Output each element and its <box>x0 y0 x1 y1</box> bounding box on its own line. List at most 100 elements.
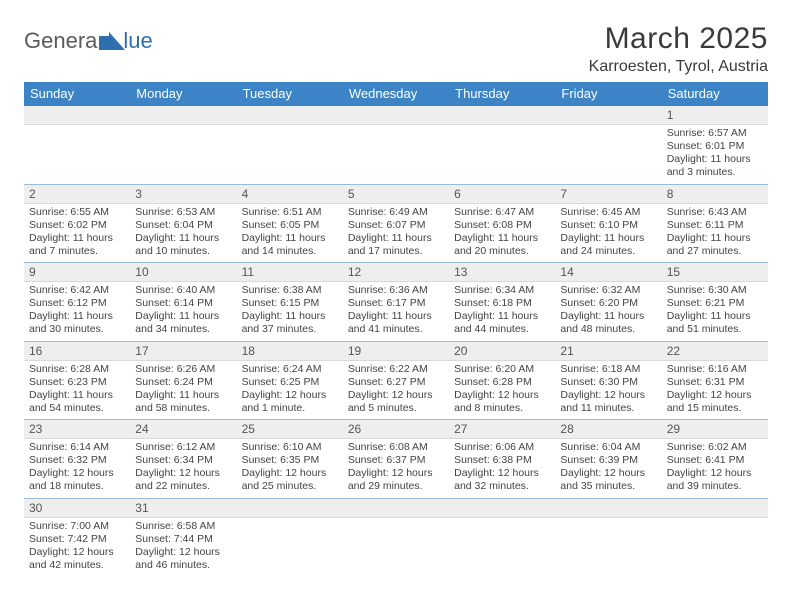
weekday-header: Wednesday <box>343 82 449 106</box>
calendar-day-cell: 2Sunrise: 6:55 AMSunset: 6:02 PMDaylight… <box>24 184 130 263</box>
flag-icon <box>99 32 125 50</box>
sunrise-line: Sunrise: 6:53 AM <box>135 206 231 219</box>
sunset-line: Sunset: 6:18 PM <box>454 297 550 310</box>
sunset-line: Sunset: 6:35 PM <box>242 454 338 467</box>
daylight-line: Daylight: 12 hours and 39 minutes. <box>667 467 763 493</box>
weekday-header: Monday <box>130 82 236 106</box>
sunrise-line: Sunrise: 6:02 AM <box>667 441 763 454</box>
day-number: 27 <box>449 420 555 439</box>
sunset-line: Sunset: 7:42 PM <box>29 533 125 546</box>
day-number: 1 <box>662 106 768 125</box>
day-details: Sunrise: 6:43 AMSunset: 6:11 PMDaylight:… <box>662 204 768 263</box>
day-number: 11 <box>237 263 343 282</box>
sunset-line: Sunset: 6:12 PM <box>29 297 125 310</box>
day-details: Sunrise: 6:08 AMSunset: 6:37 PMDaylight:… <box>343 439 449 498</box>
sunrise-line: Sunrise: 6:26 AM <box>135 363 231 376</box>
daylight-line: Daylight: 11 hours and 7 minutes. <box>29 232 125 258</box>
day-details: Sunrise: 6:12 AMSunset: 6:34 PMDaylight:… <box>130 439 236 498</box>
sunrise-line: Sunrise: 6:40 AM <box>135 284 231 297</box>
day-number <box>130 106 236 125</box>
weekday-header-row: Sunday Monday Tuesday Wednesday Thursday… <box>24 82 768 106</box>
calendar-week-row: 30Sunrise: 7:00 AMSunset: 7:42 PMDayligh… <box>24 498 768 576</box>
calendar-day-cell: 17Sunrise: 6:26 AMSunset: 6:24 PMDayligh… <box>130 341 236 420</box>
day-number <box>662 499 768 518</box>
sunrise-line: Sunrise: 6:20 AM <box>454 363 550 376</box>
daylight-line: Daylight: 12 hours and 29 minutes. <box>348 467 444 493</box>
day-details: Sunrise: 6:30 AMSunset: 6:21 PMDaylight:… <box>662 282 768 341</box>
calendar-day-cell: 8Sunrise: 6:43 AMSunset: 6:11 PMDaylight… <box>662 184 768 263</box>
calendar-day-cell: 1Sunrise: 6:57 AMSunset: 6:01 PMDaylight… <box>662 106 768 184</box>
sunset-line: Sunset: 6:15 PM <box>242 297 338 310</box>
sunrise-line: Sunrise: 6:38 AM <box>242 284 338 297</box>
calendar-day-cell <box>343 106 449 184</box>
sunrise-line: Sunrise: 6:42 AM <box>29 284 125 297</box>
day-number: 31 <box>130 499 236 518</box>
day-number: 20 <box>449 342 555 361</box>
calendar-day-cell: 26Sunrise: 6:08 AMSunset: 6:37 PMDayligh… <box>343 420 449 499</box>
calendar-day-cell <box>555 498 661 576</box>
day-details: Sunrise: 6:36 AMSunset: 6:17 PMDaylight:… <box>343 282 449 341</box>
sunrise-line: Sunrise: 6:04 AM <box>560 441 656 454</box>
day-number: 25 <box>237 420 343 439</box>
calendar-day-cell: 19Sunrise: 6:22 AMSunset: 6:27 PMDayligh… <box>343 341 449 420</box>
daylight-line: Daylight: 11 hours and 17 minutes. <box>348 232 444 258</box>
sunrise-line: Sunrise: 6:06 AM <box>454 441 550 454</box>
daylight-line: Daylight: 12 hours and 46 minutes. <box>135 546 231 572</box>
day-number: 19 <box>343 342 449 361</box>
day-number: 26 <box>343 420 449 439</box>
sunset-line: Sunset: 6:11 PM <box>667 219 763 232</box>
day-number: 3 <box>130 185 236 204</box>
day-details: Sunrise: 6:38 AMSunset: 6:15 PMDaylight:… <box>237 282 343 341</box>
daylight-line: Daylight: 12 hours and 8 minutes. <box>454 389 550 415</box>
day-details: Sunrise: 6:34 AMSunset: 6:18 PMDaylight:… <box>449 282 555 341</box>
calendar-day-cell: 14Sunrise: 6:32 AMSunset: 6:20 PMDayligh… <box>555 263 661 342</box>
daylight-line: Daylight: 11 hours and 51 minutes. <box>667 310 763 336</box>
day-details: Sunrise: 6:16 AMSunset: 6:31 PMDaylight:… <box>662 361 768 420</box>
calendar-day-cell: 21Sunrise: 6:18 AMSunset: 6:30 PMDayligh… <box>555 341 661 420</box>
sunset-line: Sunset: 6:34 PM <box>135 454 231 467</box>
calendar-day-cell: 28Sunrise: 6:04 AMSunset: 6:39 PMDayligh… <box>555 420 661 499</box>
brand-text-2: lue <box>123 28 152 54</box>
location-label: Karroesten, Tyrol, Austria <box>589 58 768 76</box>
calendar-week-row: 23Sunrise: 6:14 AMSunset: 6:32 PMDayligh… <box>24 420 768 499</box>
sunrise-line: Sunrise: 6:32 AM <box>560 284 656 297</box>
daylight-line: Daylight: 12 hours and 22 minutes. <box>135 467 231 493</box>
calendar-day-cell <box>237 498 343 576</box>
daylight-line: Daylight: 12 hours and 5 minutes. <box>348 389 444 415</box>
day-details: Sunrise: 6:02 AMSunset: 6:41 PMDaylight:… <box>662 439 768 498</box>
daylight-line: Daylight: 12 hours and 18 minutes. <box>29 467 125 493</box>
calendar-week-row: 16Sunrise: 6:28 AMSunset: 6:23 PMDayligh… <box>24 341 768 420</box>
day-number: 30 <box>24 499 130 518</box>
sunrise-line: Sunrise: 6:57 AM <box>667 127 763 140</box>
sunrise-line: Sunrise: 6:55 AM <box>29 206 125 219</box>
daylight-line: Daylight: 11 hours and 24 minutes. <box>560 232 656 258</box>
day-number: 12 <box>343 263 449 282</box>
day-number <box>449 499 555 518</box>
daylight-line: Daylight: 12 hours and 25 minutes. <box>242 467 338 493</box>
sunset-line: Sunset: 6:04 PM <box>135 219 231 232</box>
calendar-day-cell: 20Sunrise: 6:20 AMSunset: 6:28 PMDayligh… <box>449 341 555 420</box>
day-number: 22 <box>662 342 768 361</box>
daylight-line: Daylight: 11 hours and 27 minutes. <box>667 232 763 258</box>
calendar-day-cell: 18Sunrise: 6:24 AMSunset: 6:25 PMDayligh… <box>237 341 343 420</box>
day-details: Sunrise: 6:57 AMSunset: 6:01 PMDaylight:… <box>662 125 768 184</box>
sunrise-line: Sunrise: 6:22 AM <box>348 363 444 376</box>
sunrise-line: Sunrise: 6:28 AM <box>29 363 125 376</box>
day-details: Sunrise: 6:32 AMSunset: 6:20 PMDaylight:… <box>555 282 661 341</box>
daylight-line: Daylight: 11 hours and 20 minutes. <box>454 232 550 258</box>
sunrise-line: Sunrise: 6:10 AM <box>242 441 338 454</box>
day-number: 29 <box>662 420 768 439</box>
sunrise-line: Sunrise: 6:51 AM <box>242 206 338 219</box>
sunrise-line: Sunrise: 6:08 AM <box>348 441 444 454</box>
sunset-line: Sunset: 6:32 PM <box>29 454 125 467</box>
weekday-header: Tuesday <box>237 82 343 106</box>
day-number: 6 <box>449 185 555 204</box>
sunset-line: Sunset: 6:23 PM <box>29 376 125 389</box>
day-details: Sunrise: 6:42 AMSunset: 6:12 PMDaylight:… <box>24 282 130 341</box>
day-number <box>449 106 555 125</box>
sunrise-line: Sunrise: 6:14 AM <box>29 441 125 454</box>
sunrise-line: Sunrise: 6:45 AM <box>560 206 656 219</box>
day-details: Sunrise: 6:18 AMSunset: 6:30 PMDaylight:… <box>555 361 661 420</box>
sunset-line: Sunset: 6:08 PM <box>454 219 550 232</box>
calendar-day-cell: 9Sunrise: 6:42 AMSunset: 6:12 PMDaylight… <box>24 263 130 342</box>
